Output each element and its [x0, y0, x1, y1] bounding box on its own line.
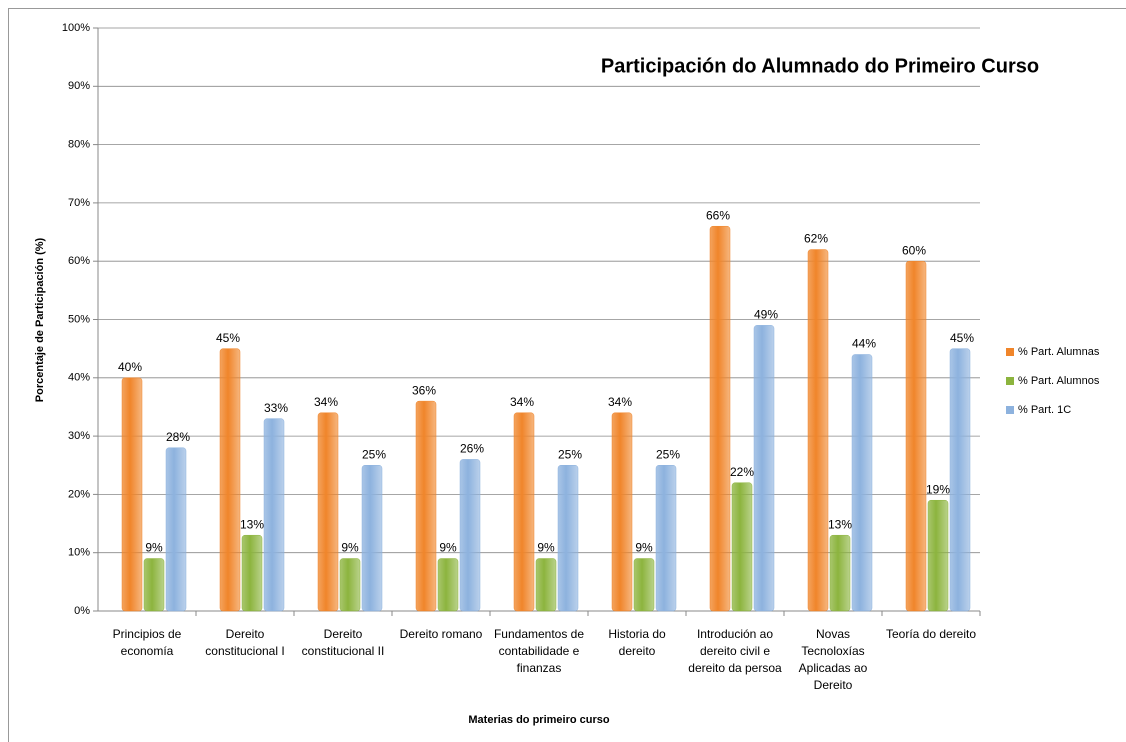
x-tick-label: Dereito romano	[399, 627, 483, 641]
data-label: 13%	[828, 517, 852, 531]
data-label: 26%	[460, 442, 484, 456]
data-label: 9%	[635, 541, 653, 555]
x-tick-label: Fundamentos de contabilidade e finanzas	[493, 627, 585, 675]
y-tick-label: 20%	[68, 488, 90, 500]
data-label: 19%	[926, 482, 950, 496]
legend-label: % Part. 1C	[1018, 404, 1071, 416]
y-tick-label: 70%	[68, 197, 90, 209]
bar	[709, 225, 731, 612]
legend-swatch	[1006, 348, 1014, 356]
data-label: 60%	[902, 243, 926, 257]
data-label: 66%	[706, 208, 730, 222]
y-tick-label: 0%	[74, 605, 90, 617]
bar	[143, 558, 165, 612]
x-tick-label: Principios de economía	[112, 627, 182, 658]
data-label: 9%	[537, 541, 555, 555]
y-tick-label: 80%	[68, 139, 90, 151]
data-label: 25%	[362, 447, 386, 461]
data-label: 9%	[439, 541, 457, 555]
bar	[829, 534, 851, 612]
bar	[927, 499, 949, 612]
y-tick-label: 90%	[68, 80, 90, 92]
data-label: 45%	[216, 331, 240, 345]
bar	[459, 459, 481, 612]
bar	[121, 377, 143, 612]
bar	[241, 534, 263, 612]
bar	[753, 325, 775, 612]
chart-title: Participación do Alumnado do Primeiro Cu…	[601, 55, 1039, 77]
data-label: 34%	[510, 395, 534, 409]
data-label: 13%	[240, 517, 264, 531]
bar	[949, 348, 971, 612]
bar	[905, 260, 927, 612]
y-tick-label: 30%	[68, 430, 90, 442]
bar	[611, 412, 633, 612]
data-label: 28%	[166, 430, 190, 444]
chart-frame	[8, 8, 1126, 742]
bar	[557, 465, 579, 612]
y-tick-label: 10%	[68, 547, 90, 559]
bar	[633, 558, 655, 612]
bar	[415, 400, 437, 612]
data-label: 62%	[804, 232, 828, 246]
x-tick-label: Historia do dereito	[608, 627, 666, 658]
x-tick-label: Novas Tecnoloxías Aplicadas ao Dereito	[798, 627, 868, 692]
bar	[851, 354, 873, 612]
data-label: 9%	[341, 541, 359, 555]
data-label: 40%	[118, 360, 142, 374]
bar	[339, 558, 361, 612]
legend-swatch	[1006, 406, 1014, 414]
bar	[219, 348, 241, 612]
x-tick-label: Teoría do dereito	[885, 627, 977, 641]
legend-label: % Part. Alumnos	[1018, 375, 1100, 387]
bar	[263, 418, 285, 612]
bar	[165, 447, 187, 612]
bar	[317, 412, 339, 612]
x-tick-label: Dereito constitucional II	[301, 627, 385, 658]
data-label: 9%	[145, 541, 163, 555]
bar	[655, 465, 677, 612]
legend-label: % Part. Alumnas	[1018, 346, 1100, 358]
data-label: 34%	[608, 395, 632, 409]
x-tick-label: Introdución ao dereito civil e dereito d…	[688, 627, 782, 675]
data-label: 49%	[754, 308, 778, 322]
data-label: 33%	[264, 401, 288, 415]
x-axis-label: Materias do primeiro curso	[468, 714, 609, 726]
bar	[731, 482, 753, 612]
data-label: 25%	[558, 447, 582, 461]
data-label: 22%	[730, 465, 754, 479]
data-label: 34%	[314, 395, 338, 409]
bar	[513, 412, 535, 612]
data-label: 25%	[656, 447, 680, 461]
bar	[361, 465, 383, 612]
legend-swatch	[1006, 377, 1014, 385]
y-tick-label: 100%	[62, 22, 90, 34]
data-label: 45%	[950, 331, 974, 345]
y-tick-label: 50%	[68, 313, 90, 325]
bar	[535, 558, 557, 612]
bar	[437, 558, 459, 612]
data-label: 44%	[852, 337, 876, 351]
data-label: 36%	[412, 383, 436, 397]
x-tick-label: Dereito constitucional I	[205, 627, 285, 658]
y-tick-label: 40%	[68, 372, 90, 384]
bar	[807, 249, 829, 612]
y-tick-label: 60%	[68, 255, 90, 267]
y-axis-label: Porcentaje de Participación (%)	[34, 237, 46, 402]
